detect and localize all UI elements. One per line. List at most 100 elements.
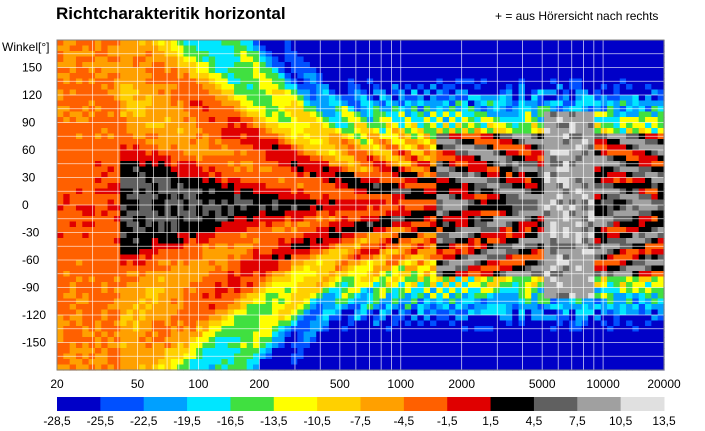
- heatmap-cell: [518, 320, 526, 327]
- heatmap-cell: [569, 40, 577, 47]
- heatmap-cell: [480, 254, 488, 261]
- heatmap-cell: [113, 40, 121, 47]
- heatmap-cell: [423, 282, 431, 289]
- heatmap-cell: [309, 210, 317, 217]
- heatmap-cell: [335, 287, 343, 294]
- heatmap-cell: [360, 84, 368, 91]
- heatmap-cell: [486, 183, 494, 190]
- heatmap-cell: [290, 150, 298, 157]
- heatmap-cell: [183, 122, 191, 129]
- heatmap-cell: [392, 89, 400, 96]
- heatmap-cell: [297, 45, 305, 52]
- heatmap-cell: [379, 304, 387, 311]
- heatmap-cell: [126, 40, 134, 47]
- heatmap-cell: [177, 67, 185, 74]
- heatmap-cell: [499, 276, 507, 283]
- heatmap-cell: [113, 315, 121, 322]
- heatmap-cell: [234, 89, 241, 96]
- heatmap-cell: [531, 67, 539, 74]
- heatmap-cell: [455, 232, 463, 239]
- heatmap-cell: [556, 205, 564, 212]
- heatmap-cell: [588, 117, 596, 124]
- heatmap-cell: [309, 122, 317, 129]
- heatmap-cell: [290, 155, 298, 162]
- heatmap-cell: [404, 117, 412, 124]
- heatmap-cell: [158, 89, 166, 96]
- heatmap-cell: [177, 260, 185, 267]
- heatmap-cell: [645, 293, 652, 300]
- heatmap-cell: [335, 166, 343, 173]
- heatmap-cell: [170, 111, 178, 118]
- heatmap-cell: [170, 166, 178, 173]
- heatmap-cell: [227, 205, 235, 212]
- heatmap-cell: [139, 254, 147, 261]
- heatmap-cell: [645, 260, 652, 267]
- heatmap-cell: [259, 265, 267, 272]
- heatmap-cell: [88, 139, 96, 146]
- heatmap-cell: [645, 67, 652, 74]
- heatmap-cell: [297, 40, 305, 47]
- heatmap-cell: [297, 144, 305, 151]
- heatmap-cell: [366, 304, 374, 311]
- heatmap-cell: [278, 150, 286, 157]
- heatmap-cell: [132, 210, 140, 217]
- heatmap-cell: [265, 56, 273, 63]
- heatmap-cell: [651, 199, 659, 206]
- heatmap-cell: [657, 177, 665, 184]
- heatmap-cell: [170, 320, 178, 327]
- heatmap-cell: [556, 84, 564, 91]
- heatmap-cell: [189, 227, 197, 234]
- heatmap-cell: [556, 139, 564, 146]
- heatmap-cell: [240, 89, 248, 96]
- heatmap-cell: [82, 282, 90, 289]
- heatmap-cell: [354, 117, 362, 124]
- heatmap-cell: [57, 282, 64, 289]
- heatmap-cell: [645, 73, 652, 80]
- heatmap-cell: [113, 249, 121, 256]
- heatmap-cell: [493, 249, 501, 256]
- heatmap-cell: [88, 194, 96, 201]
- heatmap-cell: [63, 293, 71, 300]
- heatmap-cell: [177, 199, 185, 206]
- heatmap-cell: [88, 122, 96, 129]
- heatmap-cell: [151, 227, 159, 234]
- heatmap-cell: [347, 100, 355, 107]
- heatmap-cell: [88, 150, 96, 157]
- heatmap-cell: [101, 122, 109, 129]
- heatmap-cell: [455, 150, 463, 157]
- heatmap-cell: [170, 282, 178, 289]
- heatmap-cell: [278, 315, 286, 322]
- heatmap-cell: [493, 139, 501, 146]
- heatmap-cell: [164, 221, 172, 228]
- heatmap-cell: [177, 315, 185, 322]
- heatmap-cell: [531, 122, 539, 129]
- heatmap-cell: [499, 227, 507, 234]
- heatmap-cell: [328, 315, 336, 322]
- heatmap-cell: [461, 254, 469, 261]
- heatmap-cell: [657, 320, 665, 327]
- heatmap-cell: [145, 62, 153, 69]
- heatmap-cell: [442, 194, 450, 201]
- heatmap-cell: [316, 221, 324, 228]
- heatmap-cell: [139, 172, 147, 179]
- heatmap-cell: [335, 67, 343, 74]
- heatmap-cell: [645, 210, 652, 217]
- heatmap-cell: [297, 172, 305, 179]
- heatmap-cell: [524, 287, 532, 294]
- heatmap-cell: [309, 249, 317, 256]
- heatmap-cell: [278, 276, 286, 283]
- heatmap-cell: [309, 309, 317, 316]
- heatmap-cell: [411, 89, 418, 96]
- heatmap-cell: [164, 89, 172, 96]
- heatmap-cell: [366, 144, 374, 151]
- heatmap-cell: [322, 67, 330, 74]
- heatmap-cell: [600, 221, 608, 228]
- heatmap-cell: [436, 111, 444, 118]
- heatmap-cell: [430, 221, 437, 228]
- heatmap-cell: [607, 183, 615, 190]
- heatmap-cell: [183, 73, 191, 80]
- heatmap-cell: [290, 232, 298, 239]
- heatmap-cell: [392, 315, 400, 322]
- heatmap-cell: [271, 117, 279, 124]
- heatmap-cell: [588, 227, 596, 234]
